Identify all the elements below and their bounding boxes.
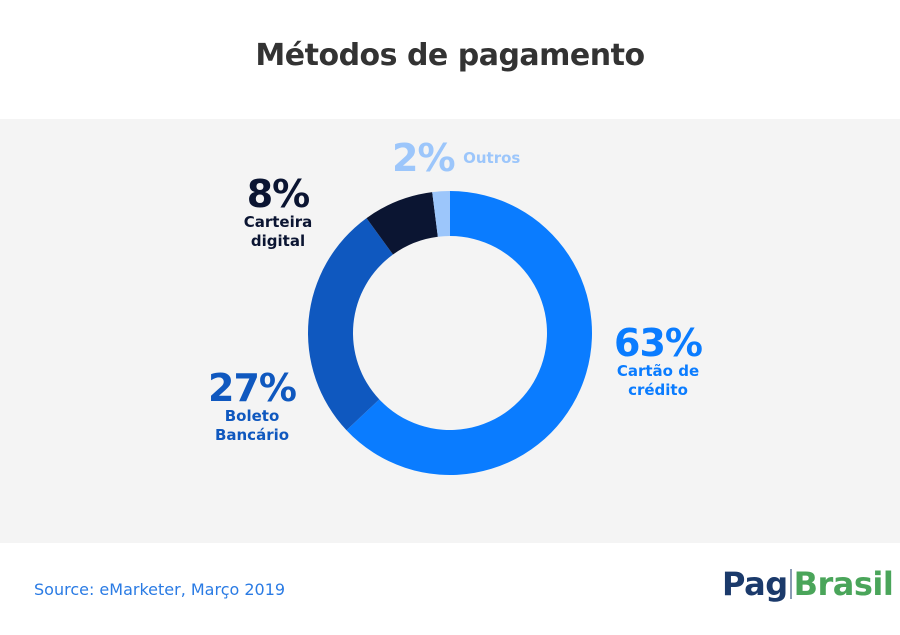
slice-label-credit-card: 63% Cartão de crédito xyxy=(598,324,718,400)
boleto-name-line1: Boleto xyxy=(224,407,280,425)
source-note: Source: eMarketer, Março 2019 xyxy=(34,580,286,599)
other-percent: 2% xyxy=(392,136,456,180)
pagbrasil-logo: Pag Brasil xyxy=(722,565,894,603)
credit-card-name-line1: Cartão de xyxy=(616,362,700,380)
boleto-name-line2: Bancário xyxy=(214,426,290,444)
slice-label-boleto: 27% Boleto Bancário xyxy=(192,369,312,445)
boleto-percent: 27% xyxy=(208,366,297,410)
chart-panel: 63% Cartão de crédito 27% Boleto Bancári… xyxy=(0,119,900,543)
logo-word-pag: Pag xyxy=(722,565,788,603)
other-name: Outros xyxy=(463,148,521,167)
digital-wallet-name-line1: Carteira xyxy=(243,213,313,231)
logo-divider xyxy=(789,569,792,599)
slice-credit-card xyxy=(346,191,592,476)
slice-label-other: 2% Outros xyxy=(392,139,520,177)
slice-label-digital-wallet: 8% Carteira digital xyxy=(218,175,338,251)
chart-title: Métodos de pagamento xyxy=(255,38,645,73)
credit-card-percent: 63% xyxy=(614,321,703,365)
credit-card-name-line2: crédito xyxy=(628,381,688,399)
donut-chart xyxy=(307,191,592,476)
digital-wallet-percent: 8% xyxy=(246,172,311,216)
slice-boleto xyxy=(307,218,393,431)
slice-digital-wallet xyxy=(366,192,438,255)
logo-word-brasil: Brasil xyxy=(793,565,894,603)
slice-other xyxy=(432,191,450,237)
digital-wallet-name-line2: digital xyxy=(250,232,306,250)
